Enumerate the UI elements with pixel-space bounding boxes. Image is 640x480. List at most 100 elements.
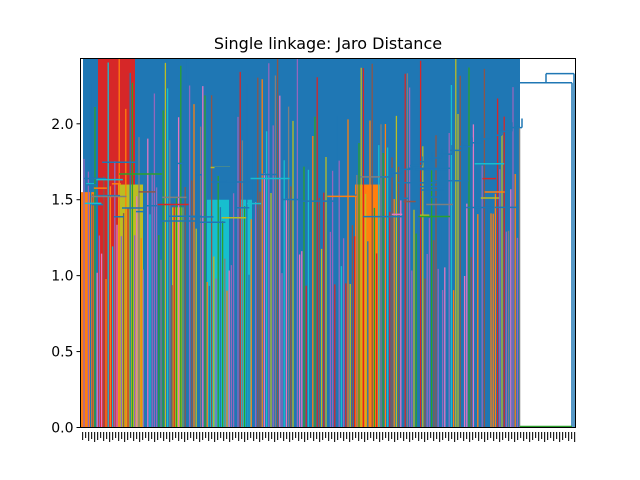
leaf-label-mark — [541, 432, 543, 439]
leaf-label-mark — [421, 432, 423, 439]
leaf-label-mark — [307, 432, 309, 440]
leaf-label-mark — [343, 432, 345, 441]
y-tick-label: 1.5 — [51, 193, 73, 209]
leaf-label-mark — [439, 432, 441, 442]
leaf-label-mark — [427, 432, 429, 440]
leaf-label-mark — [337, 432, 339, 440]
leaf-label-mark — [361, 432, 363, 439]
leaf-label-mark — [277, 432, 279, 440]
leaf-label-mark — [394, 432, 396, 442]
leaf-label-mark — [529, 432, 531, 442]
leaf-label-mark — [550, 432, 552, 438]
leaf-label-mark — [571, 432, 573, 439]
chart-title: Single linkage: Jaro Distance — [214, 34, 442, 53]
leaf-label-mark — [403, 432, 405, 441]
leaf-label-mark — [463, 432, 465, 441]
leaf-label-mark — [205, 432, 207, 438]
leaf-label-mark — [220, 432, 222, 438]
leaf-label-mark — [508, 432, 510, 441]
leaf-label-mark — [325, 432, 327, 438]
leaf-label-mark — [97, 432, 99, 440]
leaf-label-mark — [166, 432, 168, 439]
leaf-label-mark — [241, 432, 243, 439]
leaf-label-mark — [175, 432, 177, 438]
y-axis: 0.0 0.5 1.0 1.5 2.0 — [51, 117, 81, 437]
leaf-label-mark — [313, 432, 315, 441]
leaf-label-mark — [478, 432, 480, 441]
leaf-label-mark — [271, 432, 273, 439]
leaf-label-mark — [379, 432, 381, 442]
leaf-label-mark — [523, 432, 525, 441]
leaf-label-mark — [340, 432, 342, 438]
cluster-block — [80, 192, 94, 428]
leaf-label-mark — [301, 432, 303, 439]
leaf-label-mark — [100, 432, 102, 438]
leaf-label-mark — [430, 432, 432, 438]
leaf-label-mark — [457, 432, 459, 440]
leaf-label-mark — [160, 432, 162, 438]
leaf-label-mark — [346, 432, 348, 439]
leaf-label-mark — [289, 432, 291, 442]
leaf-label-mark — [400, 432, 402, 438]
leaf-label-mark — [370, 432, 372, 438]
leaf-label-mark — [121, 432, 123, 439]
y-tick-label: 0.0 — [51, 421, 73, 437]
leaf-label-mark — [118, 432, 120, 441]
leaf-label-mark — [316, 432, 318, 439]
leaf-label-mark — [475, 432, 477, 438]
leaf-label-mark — [127, 432, 129, 440]
leaf-label-mark — [196, 432, 198, 439]
leaf-label-mark — [259, 432, 261, 442]
leaf-label-mark — [157, 432, 159, 440]
leaf-label-mark — [436, 432, 438, 439]
leaf-label-mark — [82, 432, 84, 440]
leaf-label-mark — [202, 432, 204, 440]
leaf-label-mark — [358, 432, 360, 441]
y-tick-label: 2.0 — [51, 117, 73, 133]
leaf-label-mark — [280, 432, 282, 438]
leaf-label-mark — [151, 432, 153, 439]
leaf-label-mark — [388, 432, 390, 441]
leaf-label-mark — [454, 432, 456, 442]
leaf-label-mark — [235, 432, 237, 438]
leaf-label-mark — [349, 432, 351, 442]
leaf-label-mark — [334, 432, 336, 442]
leaf-label-mark — [139, 432, 141, 442]
leaf-label-mark — [130, 432, 132, 438]
leaf-labels — [82, 432, 576, 442]
leaf-label-mark — [217, 432, 219, 440]
leaf-label-mark — [190, 432, 192, 438]
leaf-label-mark — [244, 432, 246, 442]
leaf-label-mark — [568, 432, 570, 441]
leaf-label-mark — [247, 432, 249, 440]
leaf-label-mark — [91, 432, 93, 439]
leaf-label-mark — [169, 432, 171, 442]
leaf-label-mark — [535, 432, 537, 438]
leaf-label-mark — [418, 432, 420, 441]
leaf-label-mark — [85, 432, 87, 438]
leaf-label-mark — [163, 432, 165, 441]
leaf-label-mark — [322, 432, 324, 440]
leaf-label-mark — [292, 432, 294, 440]
leaf-label-mark — [511, 432, 513, 439]
leaf-label-mark — [517, 432, 519, 440]
leaf-label-mark — [505, 432, 507, 438]
leaf-label-mark — [283, 432, 285, 441]
leaf-label-mark — [286, 432, 288, 439]
y-tick-label: 0.5 — [51, 345, 73, 361]
leaf-label-mark — [142, 432, 144, 440]
leaf-label-mark — [94, 432, 96, 442]
leaf-label-mark — [460, 432, 462, 438]
leaf-label-mark — [547, 432, 549, 440]
leaf-label-mark — [310, 432, 312, 438]
leaf-label-mark — [172, 432, 174, 440]
leaf-label-mark — [214, 432, 216, 442]
leaf-label-mark — [481, 432, 483, 439]
leaf-label-mark — [532, 432, 534, 440]
leaf-label-mark — [538, 432, 540, 441]
leaf-label-mark — [562, 432, 564, 440]
leaf-label-mark — [184, 432, 186, 442]
leaf-label-mark — [181, 432, 183, 439]
leaf-label-mark — [253, 432, 255, 441]
